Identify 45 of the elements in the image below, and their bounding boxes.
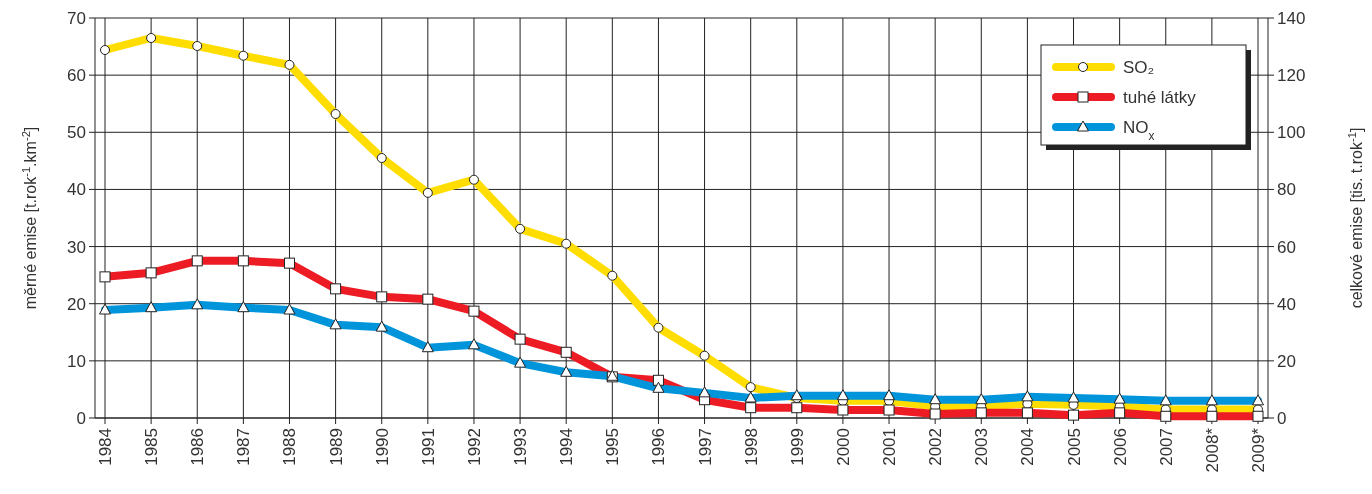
- x-tick-label: 1997: [695, 428, 715, 466]
- x-tick-label: 1994: [557, 428, 577, 466]
- y2-tick-label: 0: [1277, 408, 1287, 428]
- x-tick-label: 1995: [603, 428, 623, 466]
- x-tick-label: 1989: [326, 428, 346, 466]
- y-tick-label: 60: [67, 66, 86, 86]
- y-tick-label: 50: [67, 123, 86, 143]
- legend-label: tuhé látky: [1123, 87, 1197, 107]
- y2-tick-label: 120: [1277, 66, 1306, 86]
- x-tick-label: 1999: [787, 428, 807, 466]
- y-tick-label: 30: [67, 237, 86, 257]
- y2-tick-label: 140: [1277, 8, 1306, 28]
- x-tick-label: 1992: [464, 428, 484, 466]
- x-tick-label: 2005: [1064, 428, 1084, 466]
- y2-tick-label: 100: [1277, 123, 1306, 143]
- legend-label: NO$_{x}$: [1123, 117, 1155, 143]
- y2-tick-label: 60: [1277, 237, 1296, 257]
- x-tick-label: 1996: [649, 428, 669, 466]
- y-tick-label: 20: [67, 294, 86, 314]
- x-tick-label: 1987: [234, 428, 254, 466]
- x-tick-label: 1991: [418, 428, 438, 466]
- x-tick-label: 2003: [972, 428, 992, 466]
- x-tick-label: 2007: [1156, 428, 1176, 466]
- x-tick-label: 2001: [880, 428, 900, 466]
- x-tick-label: 1988: [280, 428, 300, 466]
- x-tick-label: 1993: [511, 428, 531, 466]
- x-tick-label: 2002: [926, 428, 946, 466]
- y-tick-label: 0: [76, 408, 86, 428]
- x-tick-label: 2009*: [1249, 427, 1268, 473]
- y-tick-label: 40: [67, 180, 86, 200]
- x-tick-label: 2006: [1110, 428, 1130, 466]
- x-tick-label: 1986: [188, 428, 208, 466]
- y2-tick-label: 20: [1277, 351, 1296, 371]
- x-tick-label: 2000: [833, 428, 853, 466]
- x-tick-label: 2004: [1018, 428, 1038, 466]
- x-tick-label: 2008*: [1202, 427, 1222, 473]
- x-tick-label: 1985: [142, 428, 162, 466]
- y2-tick-label: 40: [1277, 294, 1296, 314]
- y2-tick-label: 80: [1277, 180, 1296, 200]
- x-tick-label: 1990: [372, 428, 392, 466]
- x-tick-label: 1998: [741, 428, 761, 466]
- y-tick-label: 10: [67, 351, 86, 371]
- y-tick-label: 70: [67, 8, 86, 28]
- legend-label: SO₂: [1123, 57, 1155, 77]
- x-tick-label: 1984: [96, 428, 115, 466]
